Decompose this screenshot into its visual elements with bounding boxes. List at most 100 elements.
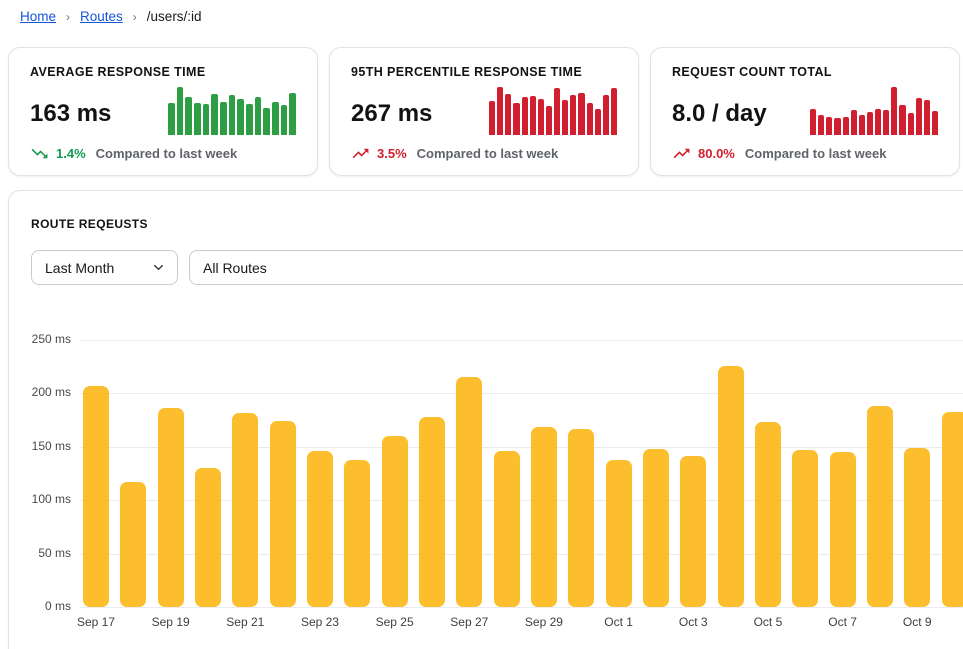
sparkline-bar — [602, 94, 609, 135]
sparkline-bar — [578, 92, 585, 135]
chart-bar — [83, 385, 109, 607]
gridline — [79, 500, 963, 502]
breadcrumb-link-routes[interactable]: Routes — [80, 9, 123, 24]
route-requests-chart: 0 ms 50 ms 100 ms 150 ms 200 ms 250 ms Sep 17… — [31, 332, 963, 640]
sparkline-bar — [554, 88, 561, 135]
x-axis-tick-label: Oct 9 — [902, 615, 932, 629]
breadcrumb-current-route: /users/:id — [146, 9, 202, 24]
sparkline-bar — [907, 113, 914, 135]
stat-cards-row: AVERAGE RESPONSE TIME 163 ms 1.4% Compar… — [8, 47, 960, 176]
time-range-select[interactable]: Last Month — [31, 250, 178, 285]
sparkline-bar — [586, 103, 593, 135]
y-axis-tick-label: 200 ms — [31, 385, 71, 400]
sparkline-bar — [176, 87, 184, 135]
sparkline-bar — [497, 87, 504, 135]
sparkline-bar — [289, 92, 297, 135]
chart-bar — [680, 456, 707, 607]
trend-percent: 80.0% — [698, 146, 735, 161]
chart-bar — [904, 447, 931, 607]
gridline — [79, 340, 963, 341]
sparkline-bar — [211, 93, 219, 135]
card-title: 95TH PERCENTILE RESPONSE TIME — [351, 65, 583, 79]
y-axis-tick-label: 0 ms — [44, 599, 71, 613]
sparkline-bar — [594, 108, 601, 135]
sparkline-chart — [810, 87, 938, 135]
sparkline-bar — [931, 111, 938, 135]
sparkline-bar — [850, 110, 857, 135]
sparkline-bar — [858, 114, 865, 135]
sparkline-bar — [237, 98, 245, 135]
sparkline-bar — [866, 111, 873, 135]
gridline — [79, 446, 963, 448]
card-title: AVERAGE RESPONSE TIME — [30, 65, 206, 79]
requests-chart-yaxis: 0 ms 50 ms 100 ms 150 ms 200 ms 250 ms — [31, 332, 71, 613]
sparkline-bar — [537, 99, 544, 135]
card-value: 163 ms — [30, 100, 112, 127]
trend-label: Compared to last week — [95, 146, 238, 161]
sparkline-bar — [505, 94, 512, 135]
sparkline-bar — [834, 118, 841, 135]
sparkline-bar — [246, 104, 253, 135]
requests-chart-xaxis: Sep 17 Sep 19 Sep 21 Sep 23 Sep 25 Sep 27 Sep … — [77, 615, 963, 635]
chart-bar — [792, 450, 819, 607]
route-filter-input[interactable] — [189, 250, 963, 285]
chart-bar — [829, 452, 856, 607]
x-axis-tick-label: Oct 3 — [678, 615, 708, 629]
chart-bar — [418, 416, 445, 607]
x-axis-tick-label: Oct 5 — [753, 615, 783, 629]
chart-bar — [754, 422, 781, 607]
sparkline-bar — [570, 94, 577, 135]
x-axis-tick-label: Sep 25 — [375, 615, 414, 629]
sparkline-bar — [254, 96, 262, 135]
y-axis-tick-label: 150 ms — [31, 438, 71, 453]
breadcrumb: Home › Routes › /users/:id — [20, 9, 202, 24]
requests-chart-plot — [79, 340, 963, 608]
sparkline-bar — [562, 100, 569, 135]
chart-bar — [530, 426, 557, 607]
sparkline-bar — [280, 105, 288, 135]
sparkline-bar — [194, 103, 201, 135]
sparkline-bar — [842, 116, 849, 135]
sparkline-bar — [489, 101, 496, 135]
chart-bar — [120, 482, 147, 607]
breadcrumb-link-home[interactable]: Home — [20, 9, 57, 24]
trend-percent: 3.5% — [377, 146, 407, 161]
chart-bar — [232, 412, 259, 607]
trend-label: Compared to last week — [416, 146, 559, 161]
card-value: 267 ms — [351, 100, 433, 127]
route-requests-panel: ROUTE REQEUSTS Last Month 0 ms 50 ms 100 m… — [8, 190, 963, 649]
breadcrumb-separator: › — [66, 9, 71, 24]
chart-bar — [568, 428, 595, 607]
sparkline-bar — [185, 96, 193, 135]
sparkline-bar — [810, 108, 817, 135]
sparkline-bar — [529, 95, 536, 135]
chart-bar — [306, 451, 333, 607]
chart-bar — [717, 365, 744, 607]
sparkline-bar — [915, 97, 922, 135]
sparkline-bar — [263, 108, 271, 135]
breadcrumb-separator: › — [132, 9, 137, 24]
x-axis-tick-label: Oct 1 — [604, 615, 633, 629]
gridline — [79, 393, 963, 395]
sparkline-bar — [513, 103, 520, 135]
sparkline-bar — [202, 104, 210, 135]
card-95th-percentile-response-time: 95TH PERCENTILE RESPONSE TIME 267 ms 3.5… — [329, 47, 639, 176]
sparkline-bar — [826, 117, 833, 135]
card-request-count-total: REQUEST COUNT TOTAL 8.0 / day 80.0% Comp… — [650, 47, 960, 176]
x-axis-tick-label: Sep 27 — [450, 615, 489, 629]
filters-row: Last Month — [31, 250, 963, 285]
chart-bar — [381, 436, 408, 607]
x-axis-tick-label: Sep 23 — [300, 615, 339, 629]
sparkline-bar — [923, 100, 930, 135]
sparkline-chart — [489, 87, 617, 135]
panel-title: ROUTE REQEUSTS — [31, 217, 148, 231]
x-axis-tick-label: Sep 29 — [524, 615, 563, 629]
sparkline-bar — [521, 96, 528, 135]
trending-down-icon — [31, 148, 48, 159]
chart-bar — [194, 468, 221, 607]
sparkline-bar — [228, 94, 236, 135]
time-range-value: Last Month — [45, 259, 115, 276]
trending-up-icon — [352, 148, 369, 159]
chart-bar — [269, 421, 296, 607]
y-axis-tick-label: 250 ms — [31, 332, 71, 346]
